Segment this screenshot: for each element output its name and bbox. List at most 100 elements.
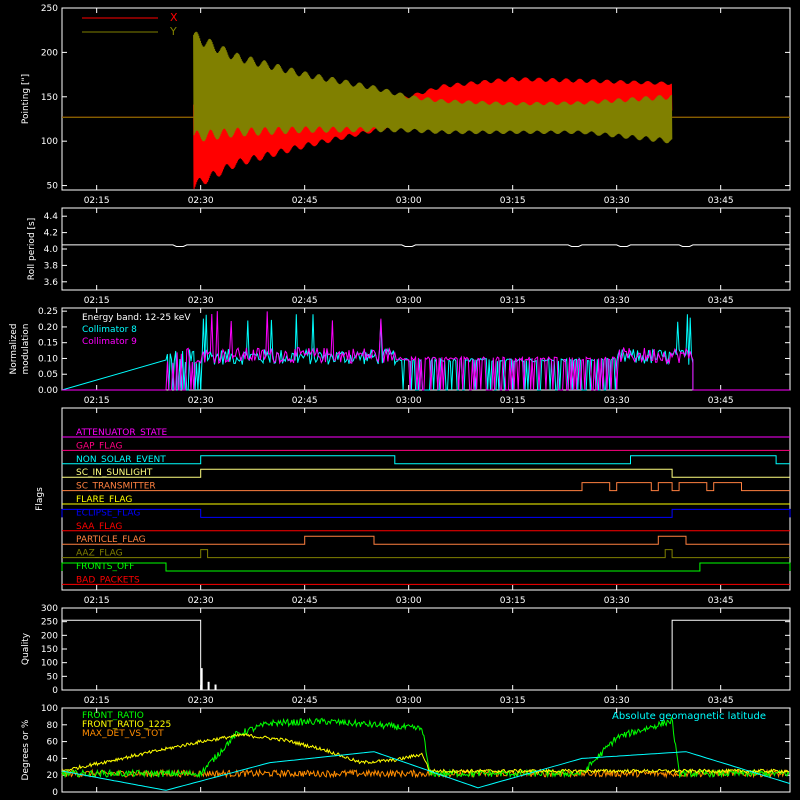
ratios-ytick-label: 20: [47, 771, 59, 781]
flags-frame: [61, 407, 791, 591]
roll-xtick-label: 02:45: [292, 296, 318, 306]
ratios-frame: [61, 707, 791, 793]
roll-ytick-label: 4.2: [44, 229, 58, 239]
flag-label-aaz-flag: AAZ_FLAG: [76, 549, 123, 559]
ratios-ytick-label: 40: [47, 754, 59, 764]
quality-ylabel: Quality: [21, 632, 31, 665]
flag-line-non-solar-event: [62, 455, 790, 465]
ratios-ytick-label: 0: [52, 788, 58, 798]
roll-ytick-label: 3.6: [44, 278, 59, 288]
roll-xtick-label: 03:45: [708, 296, 734, 306]
pointing-frame: [61, 7, 791, 191]
flag-label-sc-transmitter: SC_TRANSMITTER: [76, 482, 156, 492]
ratios-geomag-label: Absolute geomagnetic latitude: [612, 711, 766, 722]
roll-xtick-label: 02:15: [84, 296, 110, 306]
modulation-ytick-label: 0.10: [38, 354, 58, 364]
ratios-series-front-ratio: [61, 716, 790, 779]
roll-frame: [61, 207, 791, 291]
flag-label-gap-flag: GAP_FLAG: [76, 441, 122, 451]
quality-ytick-label: 50: [47, 672, 59, 682]
flags-xtick-label: 02:45: [292, 596, 318, 606]
ratios-legend-max-det-vs-tot: MAX_DET_VS_TOT: [82, 729, 164, 739]
quality-xtick-label: 03:15: [500, 696, 526, 706]
roll-xtick-label: 03:15: [500, 296, 526, 306]
modulation-energy-band-label: Energy band: 12-25 keV: [82, 313, 191, 323]
roll-period-series: [62, 244, 790, 247]
modulation-ytick-label: 0.15: [38, 339, 58, 349]
ratios-ytick-label: 80: [47, 721, 59, 731]
modulation-xtick-label: 02:15: [84, 396, 110, 406]
flags-ylabel: Flags: [35, 487, 45, 511]
quality-xtick-label: 02:15: [84, 696, 110, 706]
flag-label-fronts-off: FRONTS_OFF: [76, 562, 134, 572]
pointing-legend-label-Y: Y: [169, 25, 177, 38]
modulation-ylabel-line1: Normalized: [9, 323, 19, 374]
pointing-xtick-label: 02:30: [188, 196, 214, 206]
flags-xtick-label: 03:15: [500, 596, 526, 606]
quality-xtick-label: 02:30: [188, 696, 214, 706]
ratios-series-absolute-geomagnetic-latitude: [61, 751, 791, 791]
modulation-xtick-label: 02:30: [188, 396, 214, 406]
modulation-xtick-label: 03:30: [604, 396, 630, 406]
modulation-ytick-label: 0.05: [38, 370, 58, 380]
flag-label-flare-flag: FLARE_FLAG: [76, 495, 132, 505]
modulation-xtick-label: 02:45: [292, 396, 318, 406]
modulation-ytick-label: 0.00: [38, 386, 58, 396]
roll-ylabel: Roll period [s]: [27, 218, 37, 280]
pointing-ytick-label: 250: [41, 4, 58, 14]
flags-xtick-label: 02:30: [188, 596, 214, 606]
quality-xtick-label: 03:00: [396, 696, 422, 706]
modulation-series-collimator-9: [62, 311, 790, 391]
ratios-ylabel: Degrees or %: [21, 719, 31, 780]
flag-label-sc-in-sunlight: SC_IN_SUNLIGHT: [76, 468, 153, 478]
quality-xtick-label: 03:45: [708, 696, 734, 706]
quality-ytick-label: 200: [41, 631, 58, 641]
pointing-xtick-label: 02:15: [84, 196, 110, 206]
quality-xtick-label: 02:45: [292, 696, 318, 706]
pointing-ytick-label: 100: [41, 137, 58, 147]
flag-line-eclipse-flag: [61, 508, 791, 518]
flags-xtick-label: 03:30: [604, 596, 630, 606]
quality-ytick-label: 150: [41, 645, 58, 655]
pointing-ytick-label: 200: [41, 48, 58, 58]
flag-line-aaz-flag: [62, 549, 790, 559]
flag-label-eclipse-flag: ECLIPSE_FLAG: [76, 508, 140, 518]
roll-ytick-label: 4.0: [44, 245, 59, 255]
flag-label-bad-packets: BAD_PACKETS: [76, 575, 140, 585]
quality-spike: [214, 684, 217, 690]
roll-xtick-label: 02:30: [188, 296, 214, 306]
ratios-ytick-label: 100: [41, 704, 58, 714]
quality-xtick-label: 03:30: [604, 696, 630, 706]
flags-xtick-label: 03:45: [708, 596, 734, 606]
flag-line-fronts-off: [61, 562, 791, 572]
quality-ytick-label: 100: [41, 659, 58, 669]
pointing-ytick-label: 150: [41, 93, 58, 103]
quality-ytick-label: 300: [41, 604, 58, 614]
roll-xtick-label: 03:30: [604, 296, 630, 306]
pointing-ytick-label: 50: [47, 182, 59, 192]
pointing-ylabel: Pointing ["]: [21, 74, 31, 124]
flags-xtick-label: 03:00: [396, 596, 422, 606]
flag-label-particle-flag: PARTICLE_FLAG: [76, 535, 146, 545]
pointing-xtick-label: 03:30: [604, 196, 630, 206]
quality-spike: [200, 668, 203, 690]
roll-ytick-label: 4.4: [44, 212, 59, 222]
flags-xtick-label: 02:15: [84, 596, 110, 606]
modulation-ytick-label: 0.25: [38, 307, 58, 317]
flag-label-attenuator-state: ATTENUATOR_STATE: [76, 428, 168, 438]
pointing-xtick-label: 02:45: [292, 196, 318, 206]
ratios-legend-front-ratio: FRONT_RATIO: [82, 711, 144, 721]
modulation-xtick-label: 03:00: [396, 396, 422, 406]
quality-ytick-label: 0: [52, 686, 58, 696]
roll-ytick-label: 3.8: [44, 261, 59, 271]
flag-line-sc-in-sunlight: [62, 468, 790, 478]
quality-segment: [61, 619, 202, 690]
modulation-xtick-label: 03:45: [708, 396, 734, 406]
modulation-legend-collimator-8: Collimator 8: [82, 325, 137, 335]
flag-label-non-solar-event: NON_SOLAR_EVENT: [76, 455, 166, 465]
modulation-legend-collimator-9: Collimator 9: [82, 337, 137, 347]
modulation-ytick-label: 0.20: [38, 323, 58, 333]
pointing-xtick-label: 03:45: [708, 196, 734, 206]
flag-line-sc-transmitter: [62, 482, 790, 492]
